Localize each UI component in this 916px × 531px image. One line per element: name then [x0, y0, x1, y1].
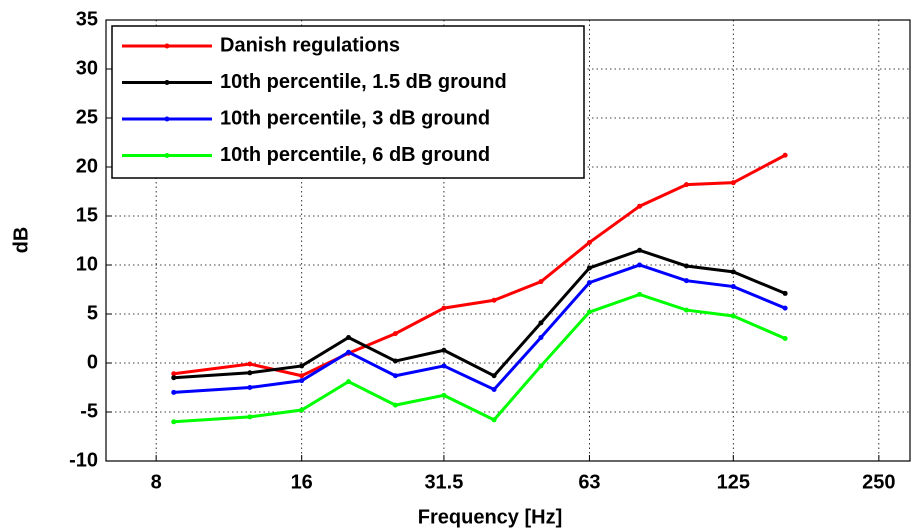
y-tick-label: 10 — [76, 253, 98, 275]
y-tick-label: -10 — [69, 449, 98, 471]
legend-marker — [164, 116, 170, 122]
data-point — [392, 402, 398, 408]
y-tick-label: -5 — [80, 400, 98, 422]
legend-label: 10th percentile, 1.5 dB ground — [220, 71, 507, 93]
data-point — [299, 373, 305, 379]
data-point — [299, 363, 305, 369]
data-point — [538, 335, 544, 341]
data-point — [730, 313, 736, 319]
data-point — [782, 290, 788, 296]
data-point — [491, 417, 497, 423]
y-tick-label: 25 — [76, 106, 98, 128]
data-point — [491, 373, 497, 379]
data-point — [637, 203, 643, 209]
data-point — [683, 182, 689, 188]
data-point — [538, 363, 544, 369]
data-point — [586, 309, 592, 315]
x-tick-label: 250 — [862, 471, 895, 493]
legend-marker — [164, 153, 170, 158]
data-point — [299, 378, 305, 384]
x-tick-label: 63 — [578, 471, 600, 493]
data-point — [730, 269, 736, 275]
data-point — [637, 247, 643, 253]
data-point — [247, 385, 253, 390]
x-axis-label: Frequency [Hz] — [418, 506, 562, 528]
data-point — [491, 386, 497, 392]
legend-box — [111, 25, 585, 179]
data-point — [392, 373, 398, 379]
data-point — [441, 305, 447, 311]
data-point — [346, 379, 352, 385]
data-point — [586, 265, 592, 271]
y-tick-label: 30 — [76, 57, 98, 79]
data-point — [171, 375, 177, 381]
data-point — [586, 280, 592, 286]
legend-label: 10th percentile, 3 dB ground — [220, 107, 490, 129]
x-tick-label: 31.5 — [424, 471, 463, 493]
legend-marker — [164, 80, 170, 85]
data-point — [637, 291, 643, 297]
data-point — [782, 305, 788, 311]
data-point — [171, 389, 177, 395]
data-point — [730, 180, 736, 186]
data-point — [346, 335, 352, 341]
y-tick-label: 20 — [76, 155, 98, 177]
legend-marker — [164, 43, 170, 49]
data-point — [392, 331, 398, 337]
data-point — [247, 414, 253, 420]
y-tick-label: 35 — [76, 8, 98, 30]
data-point — [538, 320, 544, 326]
data-point — [441, 347, 447, 353]
x-tick-label: 16 — [291, 471, 313, 493]
data-point — [392, 358, 398, 364]
y-tick-label: 0 — [87, 351, 98, 373]
data-point — [441, 392, 447, 398]
data-point — [730, 284, 736, 290]
legend-label: 10th percentile, 6 dB ground — [220, 144, 490, 166]
x-tick-label: 125 — [717, 471, 750, 493]
data-point — [171, 419, 177, 425]
plot-frame — [105, 19, 911, 462]
data-point — [491, 297, 497, 303]
data-point — [299, 407, 305, 413]
data-point — [683, 263, 689, 269]
data-point — [346, 349, 352, 355]
data-point — [441, 363, 447, 369]
legend-label: Danish regulations — [220, 34, 400, 56]
data-point — [586, 239, 592, 245]
y-axis-label: dB — [10, 227, 32, 254]
data-point — [683, 307, 689, 313]
y-tick-label: 5 — [87, 302, 98, 324]
data-point — [247, 361, 253, 367]
data-point — [247, 370, 253, 376]
data-point — [538, 279, 544, 285]
data-point — [782, 152, 788, 158]
x-tick-label: 8 — [151, 471, 162, 493]
data-point — [782, 336, 788, 341]
y-tick-label: 15 — [76, 204, 98, 226]
data-point — [637, 262, 643, 268]
data-point — [683, 278, 689, 284]
data-point — [171, 371, 177, 377]
